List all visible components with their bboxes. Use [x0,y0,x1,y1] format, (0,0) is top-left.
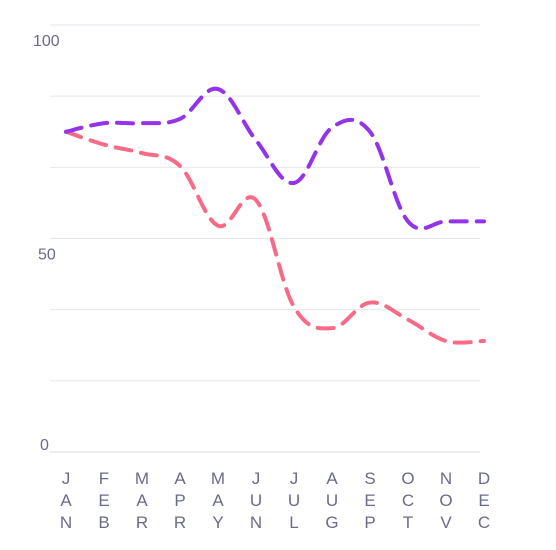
data-point-1-apr [178,164,182,168]
data-point-1-oct [406,318,410,322]
data-point-1-may [216,224,220,228]
grid-layer [50,24,480,453]
series-line-0 [64,86,486,231]
data-point-1-nov [444,339,448,343]
data-point-0-mar [140,121,144,125]
data-point-0-oct [406,219,410,223]
data-point-0-aug [330,125,334,129]
data-point-1-aug [330,326,334,330]
y-tick-label: 50 [38,247,56,264]
x-axis-ticks: J A N F E B M A R A P R M A Y J U N J U L A U G S E P O C T N O V D E C [60,469,490,532]
y-axis-ticks: 0 50 100 [33,33,60,454]
y-tick-label: 0 [40,437,49,454]
data-point-0-dec [482,219,486,223]
data-point-0-jul [292,181,296,185]
data-point-0-nov [444,219,448,223]
data-point-1-jul [292,305,296,309]
data-point-0-jan [64,130,68,134]
data-point-0-jun [254,138,258,142]
data-point-1-feb [102,143,106,147]
data-point-1-dec [482,339,486,343]
data-point-1-sep [368,301,372,305]
data-point-1-mar [140,151,144,155]
series-layer [64,86,486,345]
y-tick-label: 100 [33,33,60,50]
series-line-1 [64,129,486,345]
data-point-0-may [216,87,220,91]
data-point-0-feb [102,121,106,125]
data-point-0-apr [178,117,182,121]
data-point-1-jun [254,198,258,202]
data-point-0-sep [368,130,372,134]
